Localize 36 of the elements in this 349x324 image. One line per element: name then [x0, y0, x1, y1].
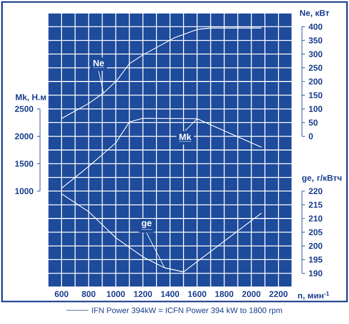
- x-tick-label: 1800: [215, 291, 234, 298]
- y2-tick-label: 150: [309, 92, 322, 98]
- y2-tick-label: 250: [308, 64, 322, 71]
- text: Ne: [93, 60, 104, 66]
- y3-tick-label: 195: [309, 256, 322, 263]
- y2-tick-label: 50: [308, 120, 318, 126]
- x-tick-label: 1600: [188, 291, 206, 298]
- x-tick-label: 600: [54, 291, 68, 298]
- y3-tick-label: 220: [308, 188, 322, 194]
- y2-tick-label: 400: [308, 24, 322, 30]
- x-tick-label: 2000: [242, 291, 260, 298]
- x-tick-label: 1200: [134, 291, 152, 298]
- y3-tick-label: 190: [309, 270, 322, 276]
- y-tick-label: 2500: [14, 106, 34, 112]
- legend-label: Mk: [179, 134, 192, 140]
- y2-tick-label: 0: [308, 133, 313, 140]
- y-tick-label: 1000: [15, 188, 34, 194]
- y3-tick-label: 205: [308, 229, 322, 236]
- x-tick-label: 1400: [161, 291, 180, 298]
- y2-axis-title: Ne, кВт: [300, 10, 330, 18]
- y3-tick-label: 200: [308, 242, 322, 249]
- y-axis-title: Mk, Н.м: [16, 94, 46, 102]
- x-axis-title: n, мин$^{-1}$: [298, 292, 330, 300]
- y-tick-label: 1500: [15, 160, 34, 167]
- y2-tick-label: 350: [308, 37, 322, 44]
- y2-tick-label: 300: [308, 51, 322, 58]
- y-tick-label: 2000: [14, 133, 34, 140]
- y2-tick-label: 100: [309, 106, 322, 112]
- x-tick-label: 1000: [106, 291, 125, 298]
- x-tick-label: 800: [82, 291, 96, 298]
- y3-axis-title: ge, г/кВтч: [302, 174, 342, 183]
- y3-tick-label: 210: [308, 216, 322, 222]
- y3-tick-label: 215: [308, 202, 322, 208]
- x-tick-label: 2200: [269, 291, 288, 298]
- y2-tick-label: 200: [308, 78, 322, 84]
- text: ge: [142, 221, 152, 228]
